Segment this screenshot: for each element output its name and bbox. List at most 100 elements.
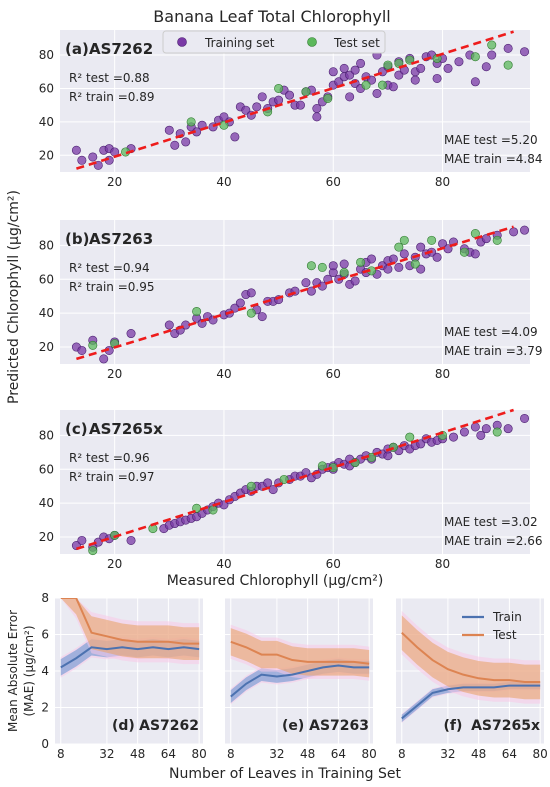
panel-letter: (b) (65, 230, 89, 248)
bottom-y-axis-label-line1: Mean Absolute Error (6, 610, 20, 732)
sensor-label: AS7265x (89, 420, 163, 438)
sensor-label: AS7265x (471, 718, 540, 734)
test-point (459, 247, 469, 257)
y-tick-label: 60 (39, 462, 54, 476)
train-point (399, 249, 409, 259)
series-line-train (230, 664, 370, 698)
train-point (470, 422, 480, 432)
x-tick-label: 64 (161, 747, 176, 761)
train-point (459, 427, 469, 437)
train-point (252, 102, 262, 112)
panel-letter: (e) (282, 718, 304, 734)
test-point (317, 461, 327, 471)
train-point (520, 413, 530, 423)
y-tick-label: 60 (39, 272, 54, 286)
train-point (71, 145, 81, 155)
train-point (99, 354, 109, 364)
train-point (328, 261, 338, 271)
train-point (388, 82, 398, 92)
train-point (77, 155, 87, 165)
train-point (126, 329, 136, 339)
x-tick-label: 80 (435, 557, 450, 571)
train-point (481, 62, 491, 72)
train-point (164, 320, 174, 330)
train-point (77, 345, 87, 355)
train-point (235, 298, 245, 308)
x-tick-label: 8 (57, 747, 65, 761)
y-tick-label: 0 (41, 737, 49, 751)
train-point (312, 104, 322, 114)
r2-test: R² test =0.88 (69, 71, 150, 85)
x-tick-label: 40 (216, 367, 231, 381)
train-point (181, 137, 191, 147)
learning-curve-legend: Train Test (462, 610, 522, 642)
x-tick-label: 32 (440, 747, 455, 761)
test-point (427, 235, 437, 245)
test-point (492, 235, 502, 245)
test-point (503, 60, 513, 70)
test-point (410, 259, 420, 269)
x-tick-label: 8 (227, 747, 235, 761)
panel-letter: (f) (444, 718, 463, 734)
r2-test: R² test =0.94 (69, 261, 150, 275)
train-point (503, 424, 513, 434)
scatter-panel-as7262: 20 40 60 80 20 40 60 80 (a) AS7262 R² test =0.88 R²… (39, 30, 542, 189)
train-point (481, 424, 491, 434)
train-point (285, 90, 295, 100)
x-tick-label: 80 (362, 747, 377, 761)
x-tick-label: 64 (331, 747, 346, 761)
y-tick-label: 40 (39, 496, 54, 510)
x-tick-label: 80 (533, 747, 548, 761)
test-point (405, 55, 415, 65)
y-tick-label: 8 (41, 591, 49, 605)
legend-train-marker (177, 37, 187, 47)
test-point (492, 427, 502, 437)
series-line-train (60, 646, 200, 669)
test-point (186, 117, 196, 127)
train-point (470, 249, 480, 259)
learning-curve-panel-as7263: 8 32 48 64 80 (e) AS7263 (225, 597, 377, 761)
test-point (399, 235, 409, 245)
legend-test-label: Test set (333, 36, 380, 50)
train-point (470, 77, 480, 87)
x-tick-label: 80 (192, 747, 207, 761)
x-tick-label: 40 (216, 175, 231, 189)
train-point (432, 73, 442, 83)
test-point (383, 60, 393, 70)
y-tick-label: 6 (41, 628, 49, 642)
train-point (394, 262, 404, 272)
y-tick-label: 20 (39, 340, 54, 354)
train-point (295, 100, 305, 110)
x-tick-label: 60 (326, 367, 341, 381)
x-tick-label: 64 (502, 747, 517, 761)
y-tick-label: 2 (41, 701, 49, 715)
y-tick-label: 20 (39, 530, 54, 544)
legend-test-marker (307, 37, 317, 47)
panel-letter: (d) (112, 718, 135, 734)
train-point (350, 65, 360, 75)
train-point (126, 535, 136, 545)
train-point (416, 63, 426, 73)
train-point (520, 225, 530, 235)
test-point (306, 261, 316, 271)
x-tick-label: 48 (300, 747, 315, 761)
train-point (328, 67, 338, 77)
x-tick-label: 40 (216, 557, 231, 571)
shared-x-axis-label: Measured Chlorophyll (μg/cm²) (167, 573, 384, 589)
y-tick-label: 4 (41, 664, 49, 678)
train-point (339, 259, 349, 269)
y-tick-label: 20 (39, 148, 54, 162)
test-point (246, 481, 256, 491)
test-point (88, 546, 98, 556)
test-point (192, 306, 202, 316)
train-point (454, 57, 464, 67)
bottom-x-axis-label: Number of Leaves in Training Set (169, 766, 401, 782)
test-point (279, 474, 289, 484)
sensor-label: AS7263 (89, 230, 153, 248)
panel-letter: (a) (65, 40, 89, 58)
test-point (246, 308, 256, 318)
test-point (323, 93, 333, 103)
learning-curve-panel-as7265x: 8 32 48 64 80 (f) AS7265x (396, 597, 548, 761)
series-line-test (60, 598, 200, 645)
